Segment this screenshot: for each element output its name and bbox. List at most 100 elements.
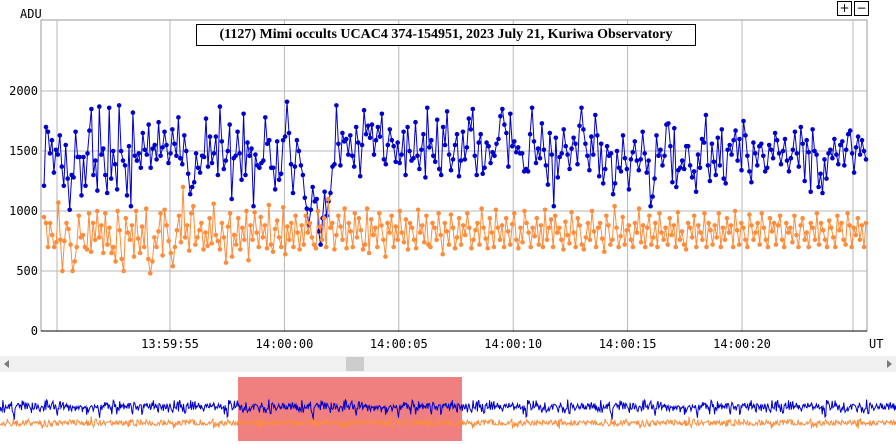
series-1-point (800, 141, 806, 147)
series-2-point (346, 220, 352, 226)
series-2-point (761, 225, 767, 231)
series-1-point (741, 118, 746, 124)
series-1-point (367, 135, 373, 141)
series-1-point (693, 189, 699, 195)
series-1-point (95, 188, 100, 193)
series-2-point (358, 227, 364, 233)
series-2-point (614, 225, 619, 231)
series-1-point (472, 153, 478, 159)
series-1-point (195, 165, 201, 171)
series-2-point (96, 235, 102, 240)
series-1-point (802, 178, 807, 184)
series-2-point (393, 224, 399, 229)
series-2-point (816, 242, 822, 247)
series-1-point (197, 170, 203, 175)
series-1-point (796, 164, 802, 169)
series-1-point (595, 133, 600, 138)
series-1-point (587, 167, 592, 173)
zoom-in-button[interactable]: + (837, 1, 852, 16)
series-2-point (221, 235, 227, 240)
series-2-point (718, 244, 724, 250)
series-2-point (188, 211, 194, 216)
series-1-point (840, 139, 845, 144)
series-1-point (292, 164, 298, 169)
series-2-point (781, 244, 787, 250)
series-1-point (419, 147, 424, 153)
series-2-point (518, 225, 523, 231)
series-2-point (845, 211, 850, 216)
series-1-point (662, 153, 667, 159)
series-2-point (581, 247, 587, 252)
series-1-point (806, 149, 811, 155)
series-1-point (747, 169, 752, 174)
series-2-point (843, 242, 848, 247)
series-1-point (65, 176, 70, 181)
series-1-point (126, 143, 132, 149)
series-2-point (180, 184, 186, 190)
series-2-point (250, 237, 255, 243)
series-2-point (236, 215, 241, 221)
series-1-point (715, 135, 721, 141)
scrollbar-track[interactable] (0, 356, 896, 372)
series-1-point (116, 103, 122, 108)
series-2-point (796, 244, 801, 250)
series-1-point (672, 125, 677, 131)
series-2-point (585, 220, 591, 226)
x-tick-label: 13:59:55 (141, 337, 199, 351)
series-2-point (430, 220, 435, 226)
series-1-point (527, 131, 533, 137)
series-2-point (638, 239, 644, 245)
series-1-point (711, 159, 717, 165)
series-2-point (201, 247, 206, 252)
series-1-point (182, 133, 187, 138)
series-2-point (665, 242, 670, 247)
series-1-point (415, 153, 420, 159)
series-1-point (185, 171, 191, 177)
y-tick-label: 2000 (9, 84, 38, 98)
series-2-point (522, 208, 527, 214)
series-1-point (79, 193, 84, 198)
series-2-point (743, 237, 748, 243)
series-1-point (551, 203, 557, 209)
series-2-point (540, 244, 546, 250)
series-1-point (83, 183, 88, 189)
series-2-point (698, 230, 703, 235)
series-2-point (550, 244, 556, 250)
series-1-point (646, 158, 651, 163)
scrollbar-thumb[interactable] (346, 357, 364, 371)
chart-title: (1127) Mimi occults UCAC4 374-154951, 20… (196, 24, 696, 46)
series-1-point (442, 142, 448, 148)
series-1-point (284, 99, 290, 105)
series-2-point (223, 260, 229, 265)
series-1-point (316, 229, 322, 234)
series-1-point (666, 121, 671, 126)
series-2-point (129, 223, 135, 228)
series-1-point (577, 123, 582, 129)
series-2-point (109, 250, 114, 256)
series-1-point (101, 146, 106, 151)
y-tick-label: 1500 (9, 144, 38, 158)
y-tick-label: 1000 (9, 204, 38, 218)
series-2-point (417, 230, 423, 235)
series-2-point (107, 225, 112, 231)
series-1-point (249, 146, 254, 151)
scroll-left-arrow-icon[interactable] (4, 360, 9, 368)
series-1-point (431, 153, 436, 159)
series-1-point (395, 140, 401, 145)
series-2-point (667, 215, 672, 221)
series-2-point (788, 225, 793, 231)
series-1-point (547, 130, 553, 136)
series-2-point (642, 244, 648, 250)
series-1-point (193, 151, 199, 156)
scroll-right-arrow-icon[interactable] (887, 360, 892, 368)
series-2-point (806, 244, 811, 250)
zoom-out-button[interactable]: − (854, 1, 869, 16)
series-1-point (140, 130, 146, 136)
series-2-point (712, 223, 717, 228)
series-1-point (553, 135, 559, 141)
series-2-point (559, 237, 564, 243)
series-2-point (575, 215, 580, 221)
series-2-point (266, 202, 272, 208)
series-2-point (203, 230, 208, 235)
series-2-point (612, 203, 617, 209)
